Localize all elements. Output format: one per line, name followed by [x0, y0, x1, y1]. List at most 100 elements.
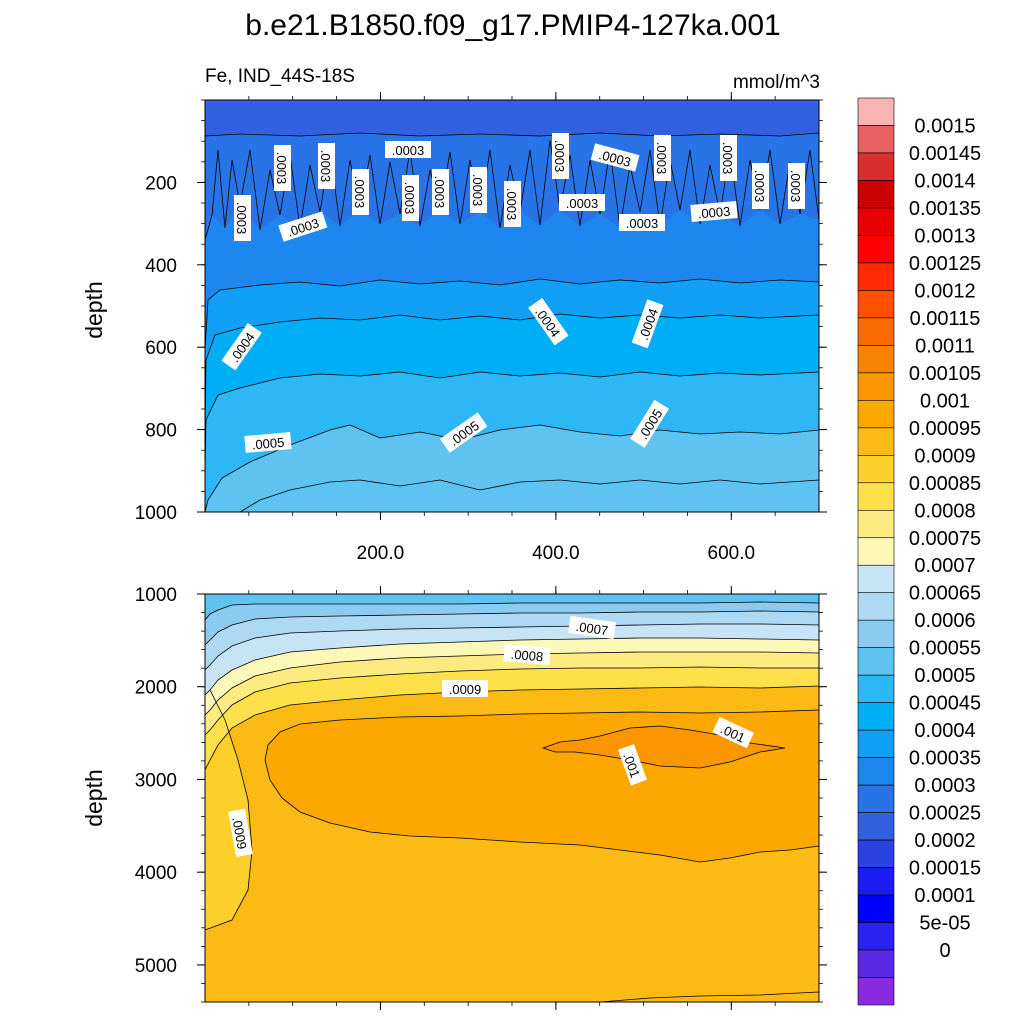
colorbar-box: [857, 647, 895, 676]
colorbar-label: 0.0012: [914, 280, 975, 302]
contour-label-bg: [552, 133, 569, 179]
contour-label-text: .0003: [566, 196, 599, 211]
xtick-label: 200.0: [357, 543, 405, 564]
colorbar-box: [857, 262, 895, 291]
ytick-label: 400: [145, 256, 177, 277]
colorbar: 0.0015 0.00145 0.0014 0.00135 0.0013 0.00125 0…: [857, 97, 981, 1006]
contour-label-bg: [234, 195, 251, 241]
colorbar-label: 0.0007: [914, 555, 975, 577]
lower-band-0006: [205, 594, 819, 645]
contour-label-text: .0009: [229, 816, 249, 851]
contour-label: .0003: [234, 195, 251, 241]
contour-label-bg: [352, 169, 369, 215]
colorbar-box: [857, 235, 895, 264]
colorbar-box: [857, 564, 895, 594]
colorbar-label: 0.0002: [914, 830, 975, 852]
colorbar-box: [857, 317, 895, 346]
contour-label-bg: [752, 163, 769, 209]
lower-axis-ticks: 1000 2000 3000 4000 5000: [135, 585, 827, 1010]
contour-label: .0003: [752, 163, 769, 209]
contour-label: .0003: [788, 163, 805, 209]
colorbar-box: [857, 290, 895, 319]
upper-axis-ticks: 200 400 600 800 1000 200.0 400.0 600.0: [135, 92, 827, 564]
contour-label-text: .0003: [752, 170, 767, 203]
contour-label: .0003: [504, 181, 521, 227]
colorbar-label: 5e-05: [919, 913, 970, 935]
colorbar-label: 0.00105: [909, 363, 981, 385]
contour-label-text: .0003: [788, 170, 803, 203]
colorbar-box: [857, 427, 895, 456]
colorbar-box: [857, 674, 895, 703]
contour-label-bg: [720, 135, 737, 181]
xtick-label: 600.0: [708, 543, 756, 564]
contour-label-text: .0003: [654, 142, 669, 175]
lower-band-00055: [205, 594, 819, 620]
contour-label-bg: [617, 744, 647, 786]
ytick-label: 2000: [135, 678, 177, 699]
contour-label: .0003: [690, 201, 738, 222]
colorbar-label: 0.0009: [914, 445, 975, 467]
chart-title: b.e21.B1850.f09_g17.PMIP4-127ka.001: [245, 9, 780, 42]
colorbar-box: [857, 180, 895, 209]
contour-label-text: .0003: [504, 188, 519, 221]
contour-label-bg: [690, 201, 738, 222]
contour-label-bg: [470, 167, 487, 213]
contour-label-bg: [568, 615, 617, 640]
ytick-label: 3000: [135, 770, 177, 791]
colorbar-box: [857, 784, 895, 813]
contour-label: .0007: [568, 615, 617, 640]
contour-label: .0003: [619, 214, 665, 231]
colorbar-label: 0.0004: [914, 720, 975, 742]
colorbar-label: 0.0008: [914, 500, 975, 522]
contour-label: .0003: [274, 145, 291, 191]
contour-label: .0008: [503, 644, 551, 665]
contour-label: .0003: [402, 175, 419, 221]
contour-label-bg: [318, 143, 335, 189]
colorbar-label: 0.00095: [909, 418, 981, 440]
contour-label: .0003: [552, 133, 569, 179]
colorbar-box: [857, 977, 895, 1006]
contour-label: .0005: [244, 432, 292, 453]
ytick-label: 5000: [135, 956, 177, 977]
colorbar-box: [857, 702, 895, 731]
upper-ylabel: depth: [81, 281, 107, 339]
colorbar-box: [857, 207, 895, 236]
contour-label-bg: [504, 181, 521, 227]
contour-label-text: .0003: [234, 202, 249, 235]
variable-label: Fe, IND_44S-18S: [205, 66, 355, 87]
colorbar-label: 0.00075: [909, 528, 981, 550]
colorbar-box: [857, 592, 895, 621]
ytick-label: 1000: [135, 585, 177, 606]
colorbar-box: [857, 949, 895, 978]
colorbar-label: 0.0006: [914, 610, 975, 632]
contour-label-text: .0003: [626, 216, 659, 231]
lower-contour-labels: .0007.0008.0009.001.001.0009: [228, 615, 755, 858]
colorbar-label: 0.0005: [914, 665, 975, 687]
contour-label-text: .0007: [575, 619, 609, 638]
contour-label-bg: [432, 169, 449, 215]
lower-ylabel: depth: [81, 769, 107, 827]
colorbar-box: [857, 400, 895, 429]
contour-label-text: .0003: [720, 142, 735, 175]
colorbar-box: [857, 97, 895, 126]
upper-panel: .0003 .0003 .0003 .0003 .0003 .0003 .0003 .0003…: [81, 92, 827, 564]
contour-label-bg: [503, 644, 551, 665]
colorbar-box: [857, 125, 895, 154]
colorbar-box: [857, 455, 895, 484]
colorbar-label: 0.0003: [914, 775, 975, 797]
contour-label: .0003: [432, 169, 449, 215]
colorbar-box: [857, 152, 895, 181]
colorbar-label: 0.0015: [914, 115, 975, 137]
colorbar-box: [857, 537, 895, 566]
colorbar-box: [857, 619, 895, 648]
contour-label-text: .0003: [552, 140, 567, 173]
colorbar-label: 0.0011: [915, 335, 975, 357]
colorbar-box: [857, 839, 895, 868]
colorbar-label: 0.00065: [909, 583, 981, 605]
contour-label-bg: [221, 322, 262, 371]
contour-label-bg: [278, 211, 328, 242]
contour-label-bg: [631, 299, 664, 349]
xtick-label: 400.0: [532, 543, 580, 564]
contour-label-text: .0008: [510, 647, 544, 665]
